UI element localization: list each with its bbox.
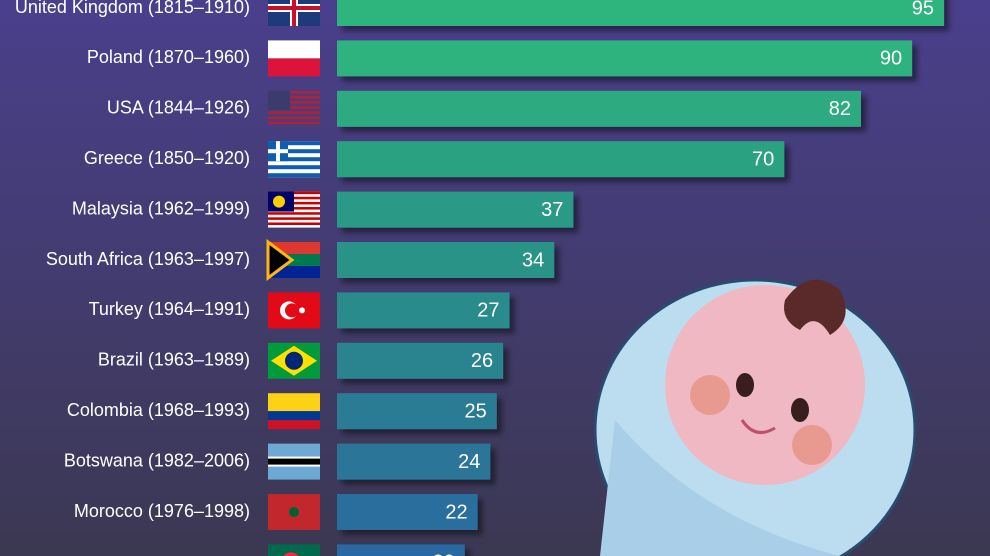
value-label: 34 [522, 249, 544, 271]
flag-part [268, 90, 290, 110]
category-label: Malaysia (1962–1999) [72, 198, 250, 218]
flag-part [292, 0, 296, 26]
flag [268, 40, 320, 77]
category-label: Poland (1870–1960) [87, 47, 250, 67]
flag-part [268, 222, 320, 226]
value-label: 70 [752, 148, 774, 170]
flag-part [268, 165, 320, 170]
flag-part [266, 239, 295, 281]
flag-part [268, 121, 320, 125]
flag-part [268, 58, 320, 77]
category-label: South Africa (1963–1997) [46, 249, 250, 269]
flag [266, 239, 320, 281]
flag-part [268, 149, 320, 154]
flag [268, 342, 320, 379]
bar [337, 292, 510, 329]
flag-part [285, 303, 299, 318]
flag [268, 90, 320, 125]
value-label: 27 [477, 300, 499, 322]
baby-illustration [593, 278, 917, 556]
flag [268, 141, 320, 178]
bar [337, 191, 574, 228]
flag-part [268, 411, 320, 421]
category-label: Morocco (1976–1998) [74, 501, 250, 521]
bar [337, 242, 555, 278]
flag [268, 544, 320, 556]
flag-part [285, 351, 303, 370]
value-label: 37 [541, 199, 563, 221]
flag-part [268, 149, 288, 154]
flag-part [268, 111, 320, 114]
flag-part [299, 307, 305, 314]
bar [337, 0, 945, 26]
flag-part [268, 217, 320, 220]
flag [268, 0, 320, 26]
flag-part [268, 420, 320, 430]
flag-part [268, 90, 320, 94]
value-label: 25 [465, 400, 487, 422]
category-label: United Kingdom (1815–1910) [15, 0, 250, 17]
flag-part [273, 195, 285, 208]
flag-part [268, 544, 320, 556]
bar [337, 393, 497, 430]
bar [337, 443, 491, 480]
flag [268, 443, 320, 480]
bar [337, 494, 478, 530]
value-label: 22 [445, 501, 467, 523]
value-label: 82 [829, 98, 851, 120]
flag [268, 494, 320, 530]
category-label: Brazil (1963–1989) [98, 350, 250, 370]
category-label: USA (1844–1926) [107, 98, 250, 118]
flag-part [268, 40, 320, 59]
flag-part [289, 507, 299, 517]
flag-part [268, 101, 320, 104]
flag [268, 292, 320, 329]
bar [337, 90, 861, 127]
bar [337, 342, 504, 379]
flag-part [268, 116, 320, 120]
bar [337, 141, 785, 178]
flag-part [268, 95, 320, 99]
value-label: 20 [433, 552, 455, 556]
flag-part [268, 173, 320, 178]
flag-part [283, 552, 299, 556]
category-label: Botswana (1982–2006) [64, 450, 250, 470]
flag [268, 191, 320, 228]
value-label: 24 [458, 451, 480, 473]
bar [337, 544, 465, 556]
category-label: Turkey (1964–1991) [89, 299, 250, 319]
bar [337, 40, 913, 77]
flag [268, 393, 320, 430]
flag-part [268, 106, 320, 109]
flag-part [268, 141, 320, 146]
flag-part [268, 157, 320, 162]
flag-part [268, 458, 320, 465]
category-label: Colombia (1968–1993) [67, 400, 250, 420]
category-label: Greece (1850–1920) [84, 148, 250, 168]
flag-part [268, 393, 320, 412]
value-label: 90 [880, 48, 902, 70]
flag-part [268, 212, 320, 215]
value-label: 26 [471, 350, 493, 372]
value-label: 95 [912, 0, 934, 19]
